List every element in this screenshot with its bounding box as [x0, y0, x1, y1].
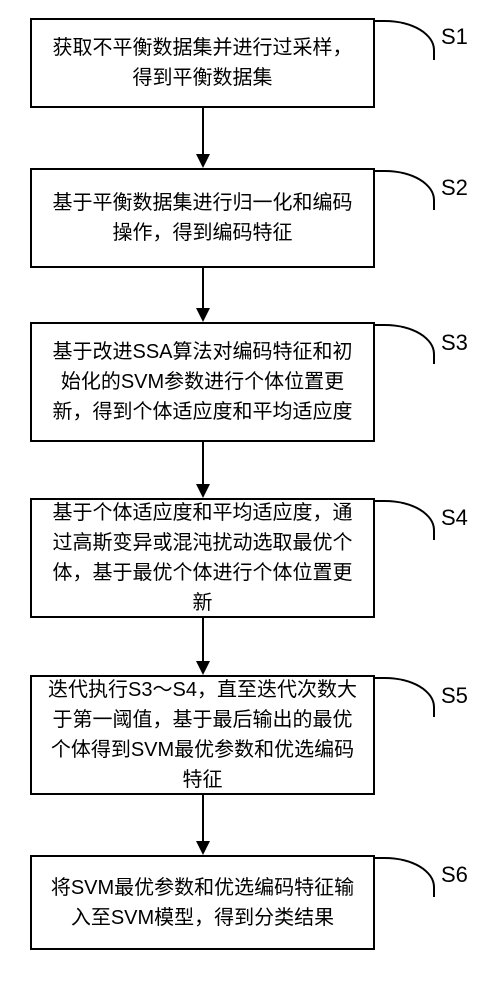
flowchart-node-s3: 基于改进SSA算法对编码特征和初始化的SVM参数进行个体位置更新，得到个体适应度…: [30, 322, 375, 442]
label-connector-curve: [373, 170, 435, 210]
step-label-s5: S5: [441, 683, 468, 709]
step-label-s6: S6: [441, 862, 468, 888]
flowchart-node-s1: 获取不平衡数据集并进行过采样，得到平衡数据集: [30, 18, 375, 108]
label-connector-curve: [373, 500, 435, 540]
node-text: 基于改进SSA算法对编码特征和初始化的SVM参数进行个体位置更新，得到个体适应度…: [46, 337, 359, 427]
node-text: 将SVM最优参数和优选编码特征输入至SVM模型，得到分类结果: [46, 873, 359, 933]
arrow-head-icon: [196, 154, 210, 168]
label-connector-curve: [373, 677, 435, 717]
step-label-s4: S4: [441, 505, 468, 531]
flowchart-node-s5: 迭代执行S3～S4，直至迭代次数大于第一阈值，基于最后输出的最优个体得到SVM最…: [30, 675, 375, 795]
node-text: 获取不平衡数据集并进行过采样，得到平衡数据集: [46, 33, 359, 93]
step-label-s1: S1: [441, 24, 468, 50]
arrow-head-icon: [196, 308, 210, 322]
flowchart-container: 获取不平衡数据集并进行过采样，得到平衡数据集基于平衡数据集进行归一化和编码操作，…: [0, 0, 504, 1000]
node-text: 基于平衡数据集进行归一化和编码操作，得到编码特征: [46, 188, 359, 248]
label-connector-curve: [373, 857, 435, 897]
node-text: 迭代执行S3～S4，直至迭代次数大于第一阈值，基于最后输出的最优个体得到SVM最…: [46, 675, 359, 795]
arrow-head-icon: [196, 484, 210, 498]
step-label-s2: S2: [441, 175, 468, 201]
arrow-line: [202, 268, 204, 310]
arrow-head-icon: [196, 841, 210, 855]
arrow-head-icon: [196, 661, 210, 675]
flowchart-node-s4: 基于个体适应度和平均适应度，通过高斯变异或混沌扰动选取最优个体，基于最优个体进行…: [30, 498, 375, 618]
arrow-line: [202, 108, 204, 156]
label-connector-curve: [373, 324, 435, 364]
flowchart-node-s6: 将SVM最优参数和优选编码特征输入至SVM模型，得到分类结果: [30, 855, 375, 950]
label-connector-curve: [373, 20, 435, 60]
arrow-line: [202, 795, 204, 843]
flowchart-node-s2: 基于平衡数据集进行归一化和编码操作，得到编码特征: [30, 168, 375, 268]
node-text: 基于个体适应度和平均适应度，通过高斯变异或混沌扰动选取最优个体，基于最优个体进行…: [46, 498, 359, 618]
arrow-line: [202, 442, 204, 486]
arrow-line: [202, 618, 204, 663]
step-label-s3: S3: [441, 330, 468, 356]
